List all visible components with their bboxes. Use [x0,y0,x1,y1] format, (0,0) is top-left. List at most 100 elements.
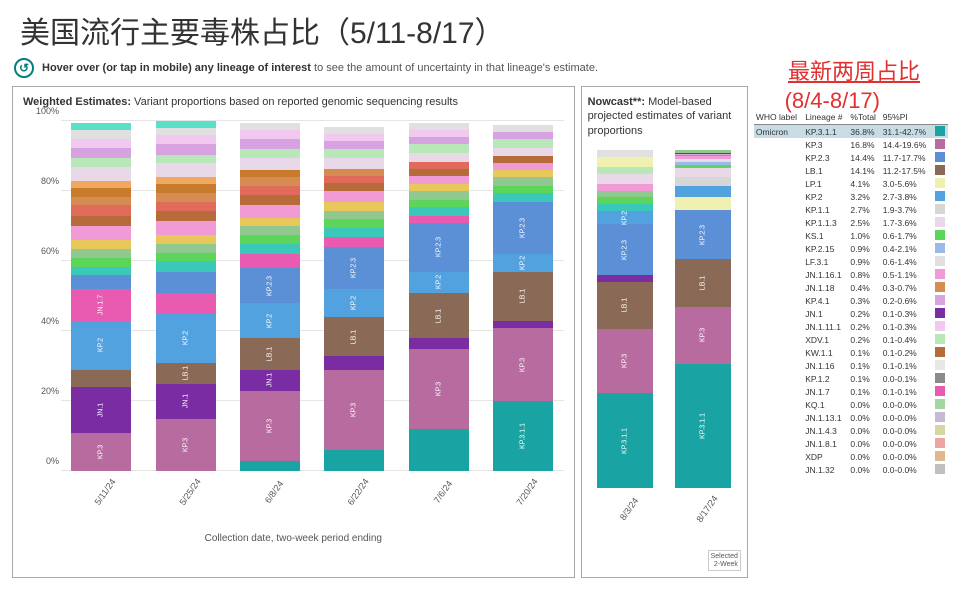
bar-segment[interactable] [597,191,653,198]
bar-segment[interactable] [675,177,731,186]
bar-segment[interactable] [675,154,731,155]
bar-segment[interactable]: KP.3.1.1 [597,393,653,488]
bar-segment[interactable] [156,253,216,262]
bar-segment[interactable] [71,148,131,159]
bar-segment[interactable]: KP.2.3 [409,223,469,272]
bar-segment[interactable] [324,158,384,169]
bar-segment[interactable] [493,163,553,170]
bar-segment[interactable] [71,205,131,216]
bar-segment[interactable]: LB.1 [675,259,731,307]
bar-segment[interactable]: KP.2.3 [597,224,653,275]
bar-segment[interactable] [240,170,300,177]
bar-segment[interactable] [156,202,216,211]
bar-segment[interactable] [675,165,731,168]
bar-segment[interactable] [240,218,300,227]
stacked-bar[interactable]: KP.3.1.1KP.3LB.1KP.2KP.2.3 [493,121,553,471]
bar-segment[interactable] [409,184,469,191]
bar-segment[interactable] [324,211,384,220]
bar-segment[interactable] [675,153,731,154]
bar-segment[interactable] [493,321,553,328]
bar-segment[interactable] [240,130,300,139]
bar-segment[interactable] [493,170,553,177]
bar-segment[interactable] [156,261,216,272]
stacked-bar[interactable]: KP.3.1.1KP.3LB.1KP.2.3 [675,150,731,488]
bar-segment[interactable] [240,254,300,268]
bar-segment[interactable]: KP.3 [597,329,653,393]
bar-segment[interactable] [156,272,216,293]
bar-segment[interactable] [675,168,731,176]
bar-segment[interactable] [71,267,131,276]
bar-segment[interactable] [493,139,553,148]
bar-segment[interactable] [675,155,731,156]
bar-segment[interactable] [240,158,300,170]
bar-segment[interactable] [324,169,384,176]
bar-segment[interactable] [240,186,300,195]
bar-segment[interactable] [71,275,131,289]
bar-segment[interactable] [493,132,553,139]
bar-segment[interactable] [324,134,384,141]
bar-segment[interactable] [493,186,553,193]
bar-segment[interactable] [409,169,469,176]
bar-segment[interactable] [493,148,553,157]
bar-segment[interactable]: KP.3 [156,419,216,472]
bar-segment[interactable] [240,139,300,150]
bar-segment[interactable] [240,177,300,186]
bar-segment[interactable]: KP.3.1.1 [493,401,553,471]
bar-segment[interactable]: KP.3 [409,349,469,430]
bar-segment[interactable]: JN.1 [240,370,300,391]
bar-segment[interactable]: KP.2 [409,272,469,293]
bar-segment[interactable] [409,200,469,207]
bar-segment[interactable] [156,121,216,128]
bar-segment[interactable] [156,293,216,314]
bar-segment[interactable] [324,237,384,248]
bar-segment[interactable] [409,123,469,130]
bar-segment[interactable] [156,135,216,144]
bar-segment[interactable] [71,123,131,130]
bar-segment[interactable] [156,184,216,193]
bar-segment[interactable] [597,197,653,204]
bar-segment[interactable] [324,191,384,202]
bar-segment[interactable] [493,156,553,163]
stacked-bar[interactable]: KP.3.1.1KP.3LB.1KP.2.3KP.2 [597,150,653,488]
bar-segment[interactable] [240,149,300,158]
bar-segment[interactable] [675,150,731,153]
bar-segment[interactable] [409,137,469,144]
bar-segment[interactable]: KP.2.3 [675,210,731,259]
bar-segment[interactable] [156,244,216,253]
bar-segment[interactable] [675,162,731,165]
stacked-bar[interactable]: KP.3JN.1LB.1KP.2KP.2.3 [240,121,300,471]
bar-segment[interactable] [71,370,131,388]
bar-segment[interactable] [156,128,216,135]
bar-segment[interactable] [240,195,300,206]
bar-segment[interactable] [71,167,131,181]
bar-segment[interactable] [156,193,216,202]
bar-segment[interactable] [156,211,216,222]
bar-segment[interactable] [71,240,131,249]
bar-segment[interactable] [156,221,216,235]
bar-segment[interactable] [71,226,131,240]
bar-segment[interactable] [675,159,731,162]
bar-segment[interactable]: KP.2 [240,303,300,338]
bar-segment[interactable] [675,197,731,211]
bar-segment[interactable] [324,141,384,150]
bar-segment[interactable] [71,181,131,188]
stacked-bar[interactable]: KP.3LB.1KP.2KP.2.3 [409,121,469,471]
bar-segment[interactable] [324,127,384,134]
bar-segment[interactable] [240,226,300,235]
bar-segment[interactable]: LB.1 [240,338,300,370]
bar-segment[interactable] [324,202,384,211]
bar-segment[interactable]: KP.2 [156,314,216,363]
bar-segment[interactable] [71,130,131,139]
bar-segment[interactable] [409,176,469,185]
bar-segment[interactable] [156,144,216,155]
bar-segment[interactable] [156,235,216,244]
bar-segment[interactable] [324,219,384,228]
bar-segment[interactable] [324,176,384,183]
bar-segment[interactable] [409,338,469,349]
bar-segment[interactable]: KP.2 [71,321,131,370]
bar-segment[interactable] [597,184,653,191]
bar-segment[interactable] [597,157,653,167]
bar-segment[interactable] [493,193,553,202]
bar-segment[interactable]: JN.1 [156,384,216,419]
bar-segment[interactable]: KP.2 [324,289,384,317]
